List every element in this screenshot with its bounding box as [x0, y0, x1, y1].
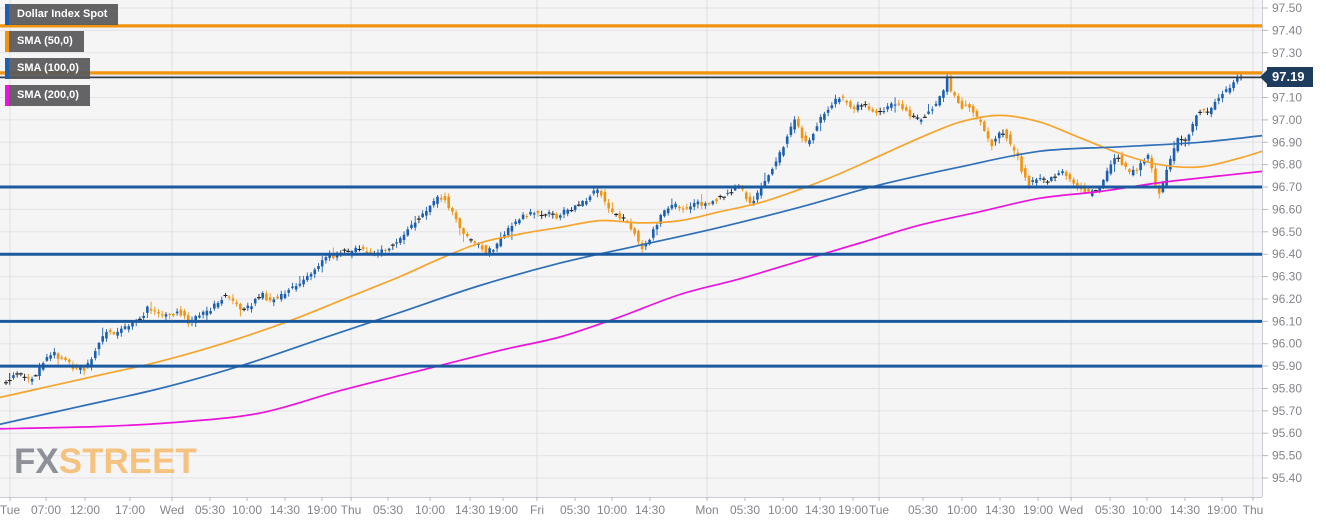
svg-text:96.70: 96.70	[1272, 180, 1302, 194]
svg-text:Wed: Wed	[160, 503, 184, 517]
svg-text:07:00: 07:00	[31, 503, 61, 517]
fxstreet-logo-fx: FX	[14, 442, 59, 481]
sma200-line	[0, 170, 1263, 430]
svg-text:97.10: 97.10	[1272, 91, 1302, 105]
x-axis: Tue 07:00 12:00 17:00 Wed 05:30 10:00 14:30 19:0…	[0, 497, 1263, 525]
legend-label: SMA (200,0)	[17, 89, 79, 101]
svg-text:14:30: 14:30	[270, 503, 300, 517]
svg-text:Wed: Wed	[1059, 503, 1083, 517]
support-resistance-levels	[0, 24, 1262, 368]
svg-text:96.40: 96.40	[1272, 247, 1302, 261]
svg-text:95.90: 95.90	[1272, 359, 1302, 373]
svg-text:96.10: 96.10	[1272, 314, 1302, 328]
sma100-line	[0, 134, 1263, 426]
svg-text:17:00: 17:00	[115, 503, 145, 517]
legend-item-sma-50[interactable]: SMA (50,0)	[5, 31, 84, 52]
svg-text:19:00: 19:00	[307, 503, 337, 517]
svg-text:97.30: 97.30	[1272, 46, 1302, 60]
fxstreet-logo: FXSTREET	[14, 444, 197, 480]
svg-text:05:30: 05:30	[730, 503, 760, 517]
svg-text:Tue: Tue	[869, 503, 890, 517]
svg-text:95.70: 95.70	[1272, 404, 1302, 418]
legend-item-sma-200[interactable]: SMA (200,0)	[5, 85, 90, 106]
svg-text:97.50: 97.50	[1272, 1, 1302, 15]
svg-text:10:00: 10:00	[232, 503, 262, 517]
svg-text:96.30: 96.30	[1272, 270, 1302, 284]
svg-text:95.60: 95.60	[1272, 426, 1302, 440]
svg-text:96.00: 96.00	[1272, 337, 1302, 351]
svg-text:Mon: Mon	[695, 503, 718, 517]
svg-text:Fri: Fri	[530, 503, 544, 517]
svg-text:95.50: 95.50	[1272, 449, 1302, 463]
svg-text:05:30: 05:30	[195, 503, 225, 517]
svg-text:14:30: 14:30	[635, 503, 665, 517]
fxstreet-logo-street: STREET	[58, 442, 197, 481]
svg-text:Thu: Thu	[1243, 503, 1264, 517]
svg-text:14:30: 14:30	[985, 503, 1015, 517]
svg-text:96.20: 96.20	[1272, 292, 1302, 306]
svg-text:10:00: 10:00	[768, 503, 798, 517]
svg-text:10:00: 10:00	[1132, 503, 1162, 517]
sma50-line	[0, 114, 1263, 399]
svg-text:96.60: 96.60	[1272, 202, 1302, 216]
candles-layer	[4, 72, 1244, 385]
svg-text:10:00: 10:00	[597, 503, 627, 517]
svg-text:19:00: 19:00	[1207, 503, 1237, 517]
svg-text:14:30: 14:30	[805, 503, 835, 517]
svg-text:97.40: 97.40	[1272, 23, 1302, 37]
svg-text:05:30: 05:30	[373, 503, 403, 517]
svg-text:Thu: Thu	[341, 503, 362, 517]
legend-label: Dollar Index Spot	[17, 8, 108, 20]
legend-label: SMA (50,0)	[17, 35, 73, 47]
svg-text:12:00: 12:00	[70, 503, 100, 517]
svg-text:19:00: 19:00	[488, 503, 518, 517]
svg-text:05:30: 05:30	[908, 503, 938, 517]
svg-text:14:30: 14:30	[1170, 503, 1200, 517]
legend-item-sma-100[interactable]: SMA (100,0)	[5, 58, 90, 79]
svg-text:10:00: 10:00	[947, 503, 977, 517]
svg-text:96.50: 96.50	[1272, 225, 1302, 239]
legend-label: SMA (100,0)	[17, 62, 79, 74]
last-price-value: 97.19	[1272, 69, 1305, 85]
svg-text:05:30: 05:30	[1095, 503, 1125, 517]
last-price-tag: 97.19	[1260, 67, 1313, 88]
svg-text:05:30: 05:30	[560, 503, 590, 517]
svg-text:Tue: Tue	[0, 503, 20, 517]
svg-text:95.80: 95.80	[1272, 381, 1302, 395]
chart-legend: Dollar Index Spot SMA (50,0) SMA (100,0)…	[5, 4, 119, 112]
svg-text:95.40: 95.40	[1272, 471, 1302, 485]
svg-text:96.90: 96.90	[1272, 135, 1302, 149]
svg-text:96.80: 96.80	[1272, 158, 1302, 172]
plot-background	[0, 0, 1262, 497]
y-axis: 97.5097.4097.3097.2097.1097.0096.9096.80…	[1262, 0, 1326, 525]
svg-text:10:00: 10:00	[415, 503, 445, 517]
svg-text:19:00: 19:00	[1023, 503, 1053, 517]
legend-item-dollar-index-spot[interactable]: Dollar Index Spot	[5, 4, 119, 25]
svg-text:97.00: 97.00	[1272, 113, 1302, 127]
svg-text:14:30: 14:30	[455, 503, 485, 517]
svg-text:19:00: 19:00	[838, 503, 868, 517]
